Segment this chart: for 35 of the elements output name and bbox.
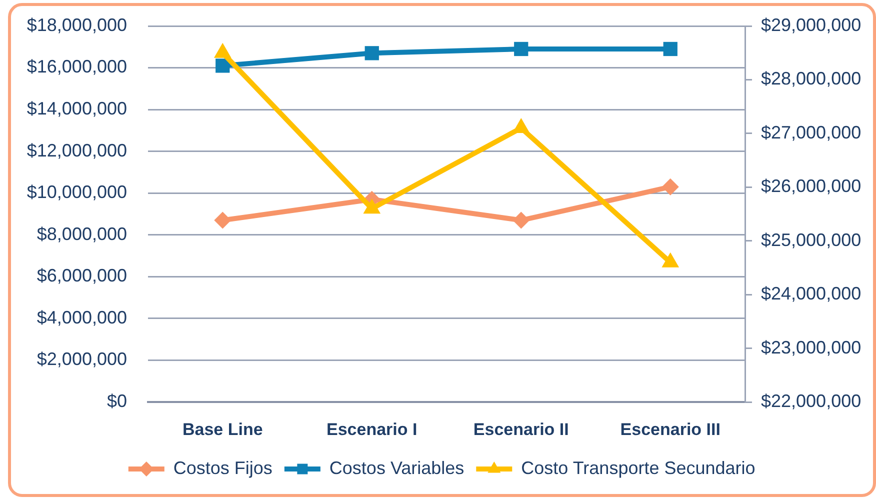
y2-tick-label: $22,000,000 [761,390,862,411]
x-tick-label: Escenario II [473,420,569,439]
y-tick-label: $8,000,000 [36,224,127,244]
point [214,212,232,229]
point [662,252,680,268]
point [514,42,528,56]
point [216,58,230,73]
y-tick-label: $4,000,000 [36,307,127,328]
point [364,46,379,60]
y-tick-label: $0 [106,390,127,411]
y2-tick-label: $25,000,000 [761,230,862,250]
x-tick-label: Escenario I [326,420,418,439]
legend-label: Costos Fijos [173,458,272,478]
x-tick-label: Base Line [182,420,263,439]
y-tick-label: $2,000,000 [36,349,127,370]
point [214,42,232,58]
y2-tick-label: $23,000,000 [761,337,862,358]
y2-tick-label: $28,000,000 [761,68,862,89]
point [363,198,381,214]
y-tick-label: $12,000,000 [26,140,127,160]
y-tick-label: $6,000,000 [36,266,127,286]
y-tick-label: $16,000,000 [26,56,127,77]
point [512,212,530,229]
y-tick-label: $10,000,000 [26,182,127,202]
y-tick-label: $18,000,000 [26,14,127,35]
legend-label: Costos Variables [329,458,464,478]
x-tick-label: Escenario III [620,420,720,439]
y2-tick-label: $24,000,000 [761,284,862,304]
y2-tick-label: $26,000,000 [761,176,862,196]
y-tick-label: $14,000,000 [26,98,127,119]
y2-tick-label: $29,000,000 [761,14,862,35]
point [662,178,679,196]
legend-label: Costo Transporte Secundario [521,458,756,478]
y2-tick-label: $27,000,000 [761,122,862,142]
point [663,42,678,56]
